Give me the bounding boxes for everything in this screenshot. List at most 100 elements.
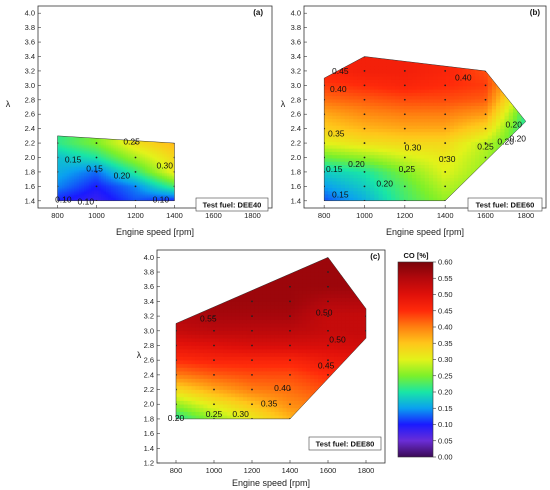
heatmap-cell [199,345,205,350]
heatmap-cell [147,187,151,190]
heatmap-cell [191,308,197,313]
heatmap-cell [403,157,409,162]
heatmap-cell [199,323,205,328]
heatmap-cell [86,147,90,150]
heatmap-cell [370,88,375,93]
heatmap-cell [416,79,422,84]
heatmap-cell [179,282,185,288]
heatmap-cell [487,193,493,198]
heatmap-cell [171,193,175,196]
heatmap-cell [344,190,350,195]
heatmap-cell [74,173,78,176]
heatmap-cell [115,156,119,159]
heatmap-cell [462,167,468,172]
heatmap-cell [101,145,105,148]
heatmap-cell [399,98,405,103]
heatmap-cell [340,161,346,166]
heatmap-cell [382,138,388,143]
heatmap-cell [96,173,100,176]
heatmap-cell [195,392,201,398]
heatmap-cell [424,108,430,113]
heatmap-cell [437,148,443,152]
heatmap-cell [470,95,476,100]
heatmap-cell [365,69,371,74]
heatmap-cell [57,179,61,182]
heatmap-cell [127,179,131,182]
heatmap-cell [517,164,522,169]
heatmap-cell [66,188,70,191]
heatmap-cell [504,193,510,198]
heatmap-cell [59,169,63,172]
heatmap-cell [76,179,80,182]
heatmap-cell [500,111,506,116]
heatmap-cell [462,59,468,64]
heatmap-cell [74,138,78,141]
heatmap-cell [127,160,131,163]
heatmap-cell [328,170,333,175]
heatmap-cell [344,69,350,74]
heatmap-cell [203,293,208,299]
heatmap-cell [483,118,489,123]
heatmap-cell [433,170,438,175]
heatmap-cell [195,341,201,346]
heatmap-cell [386,59,392,64]
heatmap-cell [340,59,346,64]
heatmap-cell [420,144,426,149]
heatmap-cell [491,59,497,64]
heatmap-cell [391,75,396,80]
heatmap-cell [504,66,510,70]
heatmap-cell [191,279,197,284]
heatmap-cell [125,147,129,150]
heatmap-cell [152,166,156,169]
heatmap-cell [475,125,480,129]
heatmap-cell [441,190,447,195]
heatmap-cell [382,72,388,77]
heatmap-cell [152,168,156,171]
heatmap-cell [179,323,185,328]
heatmap-cell [74,185,78,188]
heatmap-cell [74,168,78,171]
heatmap-cell [504,88,510,93]
heatmap-cell [336,102,342,106]
heatmap-cell [132,178,136,181]
heatmap-cell [115,172,119,175]
heatmap-cell [336,167,342,172]
heatmap-cell [59,188,63,191]
heatmap-cell [223,367,228,372]
measurement-point [173,199,175,201]
heatmap-cell [378,144,384,149]
heatmap-cell [361,167,367,172]
heatmap-cell [512,128,518,133]
heatmap-cell [103,163,107,166]
heatmap-cell [504,154,510,159]
heatmap-cell [130,184,134,187]
heatmap-cell [403,72,409,77]
heatmap-cell [466,144,472,149]
heatmap-cell [433,174,438,179]
heatmap-cell [132,156,136,159]
heatmap-cell [349,102,354,106]
heatmap-cell [462,75,468,80]
heatmap-cell [412,190,417,195]
heatmap-cell [207,385,212,390]
heatmap-cell [340,92,346,97]
heatmap-cell [159,169,163,172]
heatmap-cell [412,92,417,97]
heatmap-cell [98,145,102,148]
heatmap-cell [403,148,409,152]
heatmap-cell [386,177,392,182]
heatmap-cell [69,178,73,181]
heatmap-cell [62,156,66,159]
heatmap-cell [71,193,75,196]
heatmap-cell [407,88,413,93]
heatmap-cell [203,290,208,295]
heatmap-cell [130,170,134,174]
heatmap-cell [491,102,497,106]
heatmap-cell [140,141,144,144]
heatmap-cell [219,385,224,390]
heatmap-cell [159,139,163,143]
heatmap-cell [475,59,480,64]
heatmap-cell [64,147,68,150]
heatmap-cell [496,59,501,64]
heatmap-cell [191,315,197,321]
